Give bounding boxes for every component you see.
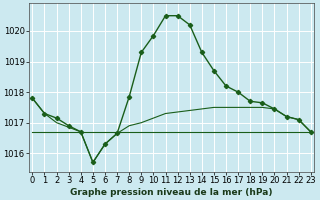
X-axis label: Graphe pression niveau de la mer (hPa): Graphe pression niveau de la mer (hPa): [70, 188, 273, 197]
